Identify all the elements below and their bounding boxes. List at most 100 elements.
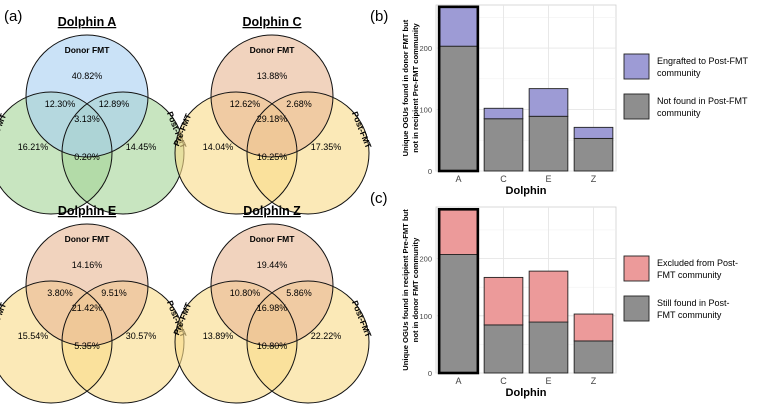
x-tick-label: C [500,376,507,386]
legend-swatch [623,53,650,80]
legend-label-line1: Engrafted to Post-FMT [657,56,749,66]
donor-fmt-label: Donor FMT [65,45,111,55]
x-tick-label: E [545,174,551,184]
x-tick-label: C [500,174,507,184]
y-axis-title-line1: Unique OGUs found in recipient Pre-FMT b… [401,209,410,371]
x-tick-label: A [455,376,461,386]
y-tick-label: 100 [419,312,432,321]
pre-post-value: 10.80% [257,341,288,351]
donor-post-value: 12.89% [99,99,130,109]
donor-fmt-circle [26,35,148,157]
venn-title: Dolphin C [242,15,301,29]
pre-only-value: 15.54% [18,331,49,341]
bar-z-upper [573,313,614,342]
y-axis-title-line2: not in recipient Pre-FMT community [411,22,420,152]
x-tick-label: Z [591,376,597,386]
bar-e-upper [528,270,569,323]
panel-label-a: (a) [4,8,22,25]
legend-swatch [623,93,650,120]
donor-fmt-outline [210,34,334,158]
legend-swatch [623,295,650,322]
post-only-value: 30.57% [126,331,157,341]
bar-z-lower [573,137,614,172]
bar-charts: 0 100 200 A C E Z Dolphin Unique OGUs found in d… [401,4,749,399]
venn-title: Dolphin E [58,204,116,218]
donor-only-value: 14.16% [72,260,103,270]
y-axis-title-line2: not in donor FMT community [411,237,420,342]
y-tick-label: 200 [419,44,432,53]
bar-chart-b: 0 100 200 A C E Z Dolphin Unique OGUs found in d… [401,4,749,197]
bar-a-lower [438,45,479,172]
post-only-value: 14.45% [126,142,157,152]
donor-fmt-circle [211,35,333,157]
legend-label-line2: FMT community [657,270,722,280]
bar-a-upper [438,208,479,255]
donor-fmt-label: Donor FMT [65,234,111,244]
venn-title: Dolphin Z [243,204,301,218]
donor-fmt-outline [210,223,334,347]
pre-fmt-outline [0,91,113,215]
pre-only-value: 13.89% [203,331,234,341]
legend-label-line1: Not found in Post-FMT [657,96,748,106]
bar-c-upper [483,276,524,326]
donor-post-value: 9.51% [101,288,127,298]
bar-z-upper [573,126,614,139]
donor-only-value: 40.82% [72,71,103,81]
legend-label-line2: community [657,68,701,78]
pre-post-value: 5.35% [74,341,100,351]
all-three-value: 3.13% [74,114,100,124]
donor-fmt-label: Donor FMT [250,234,296,244]
y-tick-label: 200 [419,255,432,264]
donor-pre-value: 12.30% [45,99,76,109]
pre-fmt-outline [174,280,298,404]
post-only-value: 17.35% [311,142,342,152]
y-tick-label: 0 [428,167,432,176]
bar-e-lower [528,115,569,172]
pre-only-value: 16.21% [18,142,49,152]
y-axis-title-line1: Unique OGUs found in donor FMT but [401,19,410,156]
donor-fmt-outline [25,223,149,347]
donor-fmt-circle [26,224,148,346]
legend-swatch [623,255,650,282]
pre-fmt-outline [0,280,113,404]
legend-label-line1: Still found in Post- [657,298,730,308]
post-fmt-outline [246,280,370,404]
donor-pre-value: 3.80% [47,288,73,298]
donor-pre-value: 12.62% [230,99,261,109]
all-three-value: 16.98% [257,303,288,313]
bar-a-upper [438,6,479,47]
venn-title: Dolphin A [58,15,117,29]
donor-only-value: 13.88% [257,71,288,81]
bar-e-lower [528,321,569,374]
post-fmt-outline [246,91,370,215]
panel-label-b: (b) [370,8,388,25]
x-tick-label: E [545,376,551,386]
x-axis-title: Dolphin [506,387,547,399]
all-three-value: 21.42% [72,303,103,313]
y-tick-label: 100 [419,106,432,115]
legend-label-line2: community [657,108,701,118]
bar-highlight [437,5,480,173]
x-axis-title: Dolphin [506,185,547,197]
bar-chart-c: 0 100 200 A C E Z Dolphin Unique OGUs found in r… [401,206,738,399]
bar-highlight [437,207,480,375]
bar-z-lower [573,340,614,374]
bar-c-lower [483,324,524,374]
donor-fmt-circle [211,224,333,346]
bar-e-upper [528,88,569,117]
legend-label-line2: FMT community [657,310,722,320]
x-tick-label: Z [591,174,597,184]
donor-pre-value: 10.80% [230,288,261,298]
all-three-value: 29.18% [257,114,288,124]
pre-post-value: 10.25% [257,152,288,162]
donor-post-value: 5.86% [286,288,312,298]
post-only-value: 22.22% [311,331,342,341]
pre-post-value: 0.20% [74,152,100,162]
x-tick-label: A [455,174,461,184]
bar-c-upper [483,107,524,120]
pre-fmt-outline [174,91,298,215]
